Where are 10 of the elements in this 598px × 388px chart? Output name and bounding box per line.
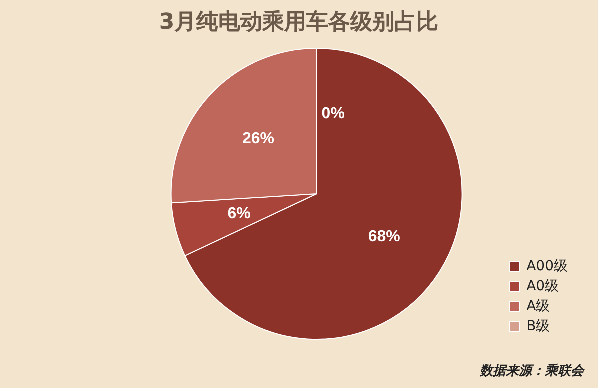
- legend-label: A级: [526, 298, 550, 315]
- source-note: 数据来源：乘联会: [480, 362, 584, 380]
- legend-label: A0级: [526, 278, 560, 295]
- legend-label: A00级: [526, 258, 568, 275]
- data-label: 26%: [242, 130, 274, 148]
- data-label: 68%: [368, 228, 400, 246]
- legend-label: B级: [526, 318, 550, 335]
- text: 0%: [322, 105, 345, 122]
- data-label: 6%: [228, 205, 251, 222]
- chart-title: 3月纯电动乘用车各级别占比: [158, 9, 440, 37]
